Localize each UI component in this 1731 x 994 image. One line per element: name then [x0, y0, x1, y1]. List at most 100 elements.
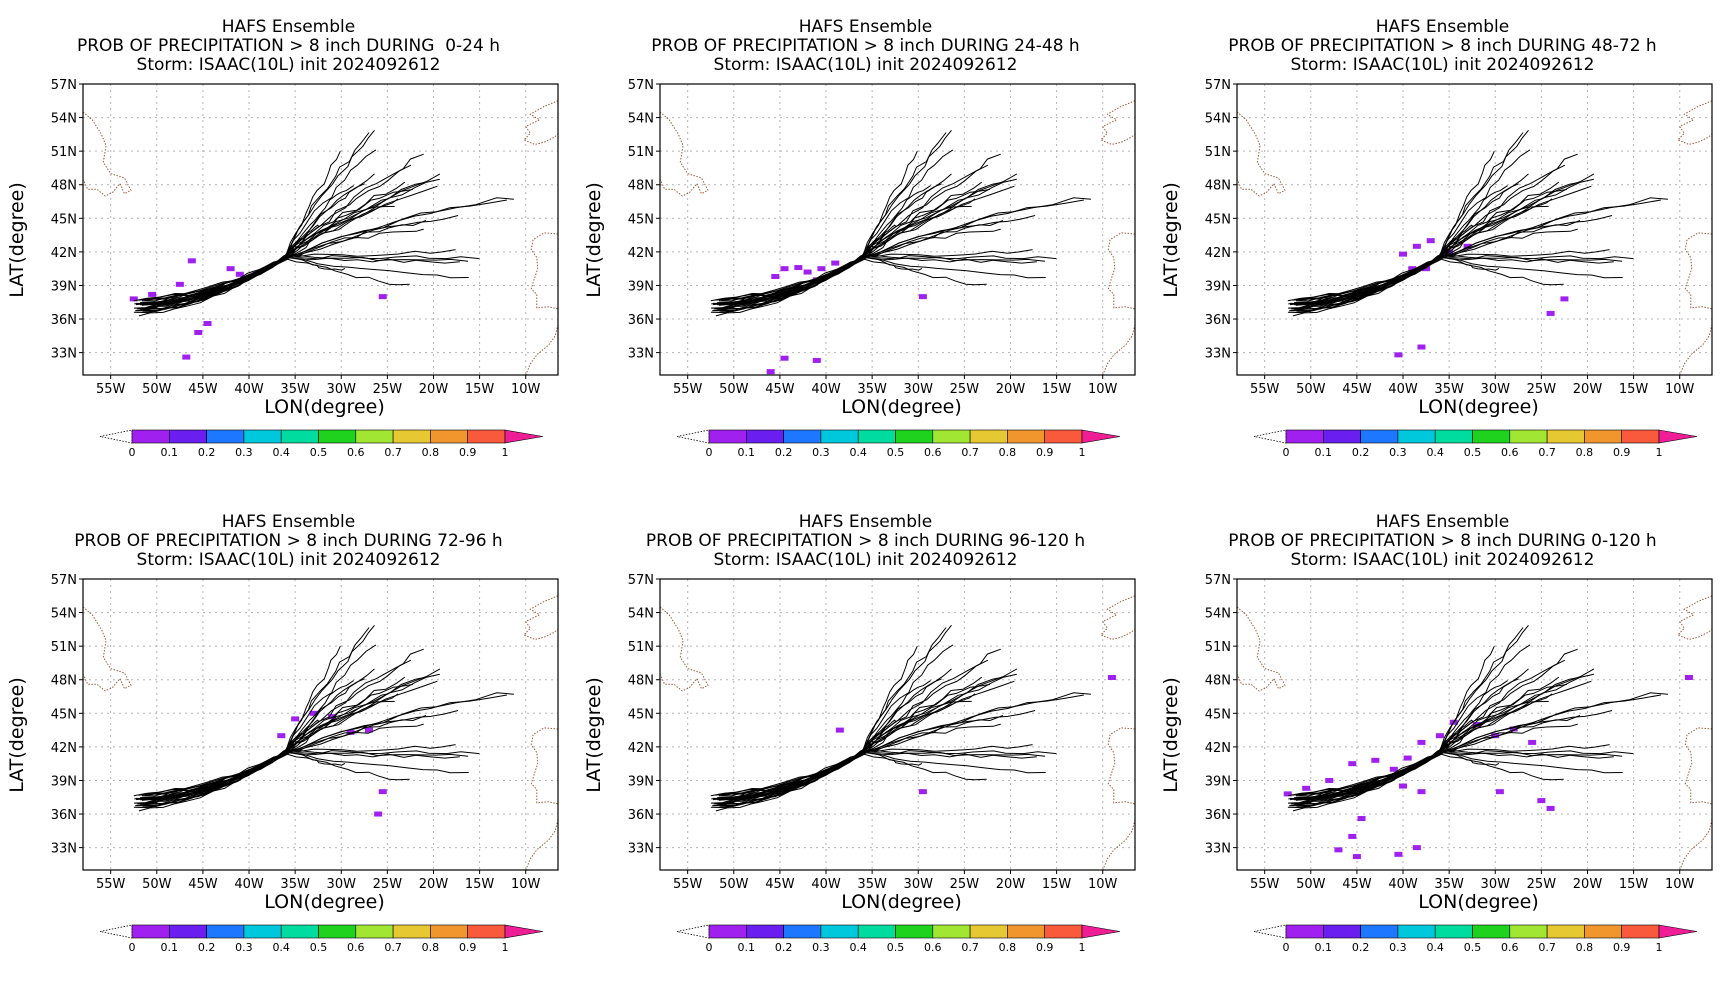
lon-tick-label: 25W — [950, 877, 980, 892]
colorbar-segment — [820, 924, 859, 939]
ensemble-track — [719, 680, 931, 805]
lat-tick-label: 45N — [51, 212, 77, 227]
colorbar-label: 0.8 — [422, 941, 440, 954]
lat-tick-label: 36N — [51, 313, 77, 328]
plot-area: 55W 50W 45W 40W 35W 30W 25W 20W 15W 10W 57N 54N 51N 4… — [51, 78, 559, 397]
colorbar-label: 0 — [1283, 941, 1290, 954]
colorbar-segment — [430, 429, 468, 444]
ensemble-track — [142, 680, 354, 805]
colorbar-label: 0.3 — [235, 446, 253, 459]
map-plot: 55W 50W 45W 40W 35W 30W 25W 20W 15W 10W 57N 54N 51N 4… — [628, 78, 1136, 459]
colorbar-over-triangle — [1081, 429, 1121, 444]
colorbar-label: 0.5 — [1464, 941, 1482, 954]
x-axis-label: LON(degree) — [264, 396, 385, 418]
plot-frame — [659, 578, 1136, 871]
coastline — [1237, 111, 1286, 197]
lon-tick-label: 55W — [96, 382, 126, 397]
precip-prob-patch — [378, 294, 387, 300]
lon-tick-label: 45W — [188, 382, 218, 397]
precip-prob-patch — [1417, 789, 1426, 795]
colorbar-segment — [746, 429, 784, 444]
map-panel: HAFS Ensemble PROB OF PRECIPITATION > 8 … — [1154, 495, 1731, 990]
lat-tick-label: 48N — [628, 674, 654, 689]
lon-tick-label: 10W — [1088, 877, 1118, 892]
x-axis-label: LON(degree) — [1418, 891, 1539, 913]
precip-prob-patch — [328, 714, 337, 720]
ensemble-track — [133, 719, 320, 809]
lon-tick-label: 55W — [1250, 382, 1280, 397]
colorbar-segment — [895, 924, 934, 939]
colorbar: 0 0.1 0.2 0.3 0.4 0.5 0.6 0.7 0.8 0.9 1 — [676, 429, 1121, 459]
precip-prob-patch — [1394, 352, 1403, 358]
precip-prob-patch — [1546, 805, 1555, 811]
plot-frame — [1236, 578, 1713, 871]
lat-tick-label: 33N — [1205, 347, 1231, 362]
precip-prob-patch — [918, 789, 927, 795]
colorbar-label: 1 — [1079, 941, 1086, 954]
ensemble-track — [1296, 680, 1508, 805]
ensemble-track — [715, 692, 1091, 796]
panel-title-line3: Storm: ISAAC(10L) init 2024092612 — [1290, 55, 1595, 75]
x-axis-label: LON(degree) — [1418, 396, 1539, 418]
colorbar-segment — [392, 429, 431, 444]
lon-tick-label: 25W — [950, 382, 980, 397]
map-plot: 55W 50W 45W 40W 35W 30W 25W 20W 15W 10W 57N 54N 51N 4… — [51, 78, 559, 459]
precip-prob-patch — [1394, 851, 1403, 857]
y-axis-label: LAT(degree) — [583, 677, 605, 793]
plot-area: 55W 50W 45W 40W 35W 30W 25W 20W 15W 10W 57N 54N 51N 4… — [51, 573, 559, 892]
lon-tick-label: 10W — [1088, 382, 1118, 397]
colorbar-label: 0.8 — [999, 941, 1017, 954]
coastline — [1107, 727, 1135, 805]
ensemble-track — [1294, 624, 1529, 796]
precip-prob-patch — [1684, 674, 1693, 680]
ensemble-track — [710, 181, 983, 309]
colorbar-label: 0.7 — [384, 941, 402, 954]
precip-prob-patch — [187, 258, 196, 264]
map-panel: HAFS Ensemble PROB OF PRECIPITATION > 8 … — [1154, 0, 1731, 495]
ensemble-track — [141, 668, 441, 797]
precip-prob-patch — [766, 369, 775, 375]
precip-prob-patch — [291, 716, 300, 722]
colorbar-label: 0.5 — [310, 446, 328, 459]
ensemble-track — [1287, 181, 1560, 309]
ensemble-track — [1287, 644, 1531, 797]
colorbar-segment — [1007, 429, 1045, 444]
lon-tick-label: 50W — [719, 382, 749, 397]
lat-tick-label: 36N — [628, 808, 654, 823]
colorbar-label: 0.9 — [1613, 446, 1631, 459]
lat-tick-label: 45N — [628, 707, 654, 722]
colorbar-segment — [708, 429, 747, 444]
lon-tick-label: 40W — [234, 877, 264, 892]
lat-tick-label: 33N — [628, 842, 654, 857]
lat-tick-label: 48N — [51, 179, 77, 194]
lon-tick-label: 15W — [1619, 877, 1649, 892]
ensemble-track — [710, 719, 897, 809]
colorbar-segment — [169, 429, 207, 444]
colorbar-label: 0.3 — [812, 446, 830, 459]
ensemble-track — [1296, 185, 1508, 310]
map-panel: HAFS Ensemble PROB OF PRECIPITATION > 8 … — [577, 495, 1154, 990]
lat-tick-label: 51N — [51, 640, 77, 655]
ensemble-track — [133, 224, 320, 314]
lat-tick-label: 48N — [628, 179, 654, 194]
panel-title-line1: HAFS Ensemble — [221, 512, 356, 532]
precip-prob-patch — [1408, 266, 1417, 272]
ensemble-track — [719, 199, 1084, 306]
lat-tick-label: 57N — [51, 573, 77, 588]
colorbar-over-triangle — [504, 924, 544, 939]
panel-title-line3: Storm: ISAAC(10L) init 2024092612 — [713, 550, 1018, 570]
lat-tick-label: 51N — [1205, 145, 1231, 160]
colorbar-label: 0.2 — [198, 941, 216, 954]
colorbar-segment — [1285, 429, 1324, 444]
precip-prob-patch — [374, 811, 383, 817]
precip-prob-patch — [1417, 344, 1426, 350]
colorbar-under-triangle — [676, 924, 710, 939]
precip-prob-patch — [1283, 791, 1292, 797]
precip-prob-patch — [277, 733, 286, 739]
coastline — [525, 324, 558, 375]
ensemble-track — [1287, 719, 1474, 809]
lat-tick-label: 42N — [1205, 741, 1231, 756]
colorbar-label: 0.3 — [1389, 941, 1407, 954]
map-panel: HAFS Ensemble PROB OF PRECIPITATION > 8 … — [0, 495, 577, 990]
map-panel: HAFS Ensemble PROB OF PRECIPITATION > 8 … — [577, 0, 1154, 495]
